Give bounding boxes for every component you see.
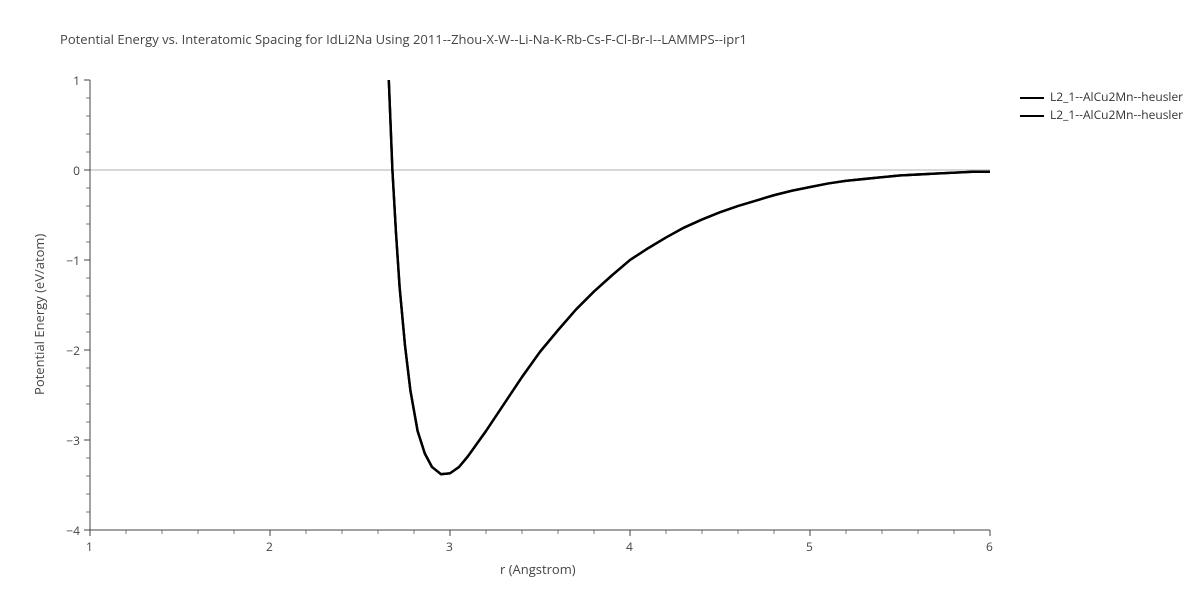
x-axis-label: r (Angstrom) xyxy=(500,560,576,578)
y-axis-label: Potential Energy (eV/atom) xyxy=(30,234,48,395)
legend-item[interactable]: L2_1--AlCu2Mn--heusler xyxy=(1020,88,1183,105)
legend-swatch xyxy=(1020,97,1044,99)
y-tick-label: −1 xyxy=(66,252,80,269)
y-tick-label: 1 xyxy=(73,72,80,89)
legend-label: L2_1--AlCu2Mn--heusler xyxy=(1050,88,1183,105)
y-tick-label: −4 xyxy=(66,522,80,539)
x-tick-label: 5 xyxy=(806,538,813,555)
y-tick-label: −2 xyxy=(66,342,80,359)
x-tick-label: 1 xyxy=(86,538,93,555)
x-tick-label: 6 xyxy=(986,538,993,555)
legend-swatch xyxy=(1020,115,1044,117)
x-tick-label: 2 xyxy=(266,538,273,555)
y-tick-label: 0 xyxy=(73,162,80,179)
plot-area[interactable] xyxy=(90,80,990,530)
x-tick-label: 3 xyxy=(446,538,453,555)
legend-label: L2_1--AlCu2Mn--heusler xyxy=(1050,106,1183,123)
chart-container: Potential Energy vs. Interatomic Spacing… xyxy=(0,0,1200,600)
chart-title: Potential Energy vs. Interatomic Spacing… xyxy=(60,30,747,48)
x-tick-label: 4 xyxy=(626,538,633,555)
legend-item[interactable]: L2_1--AlCu2Mn--heusler xyxy=(1020,106,1183,123)
y-tick-label: −3 xyxy=(66,432,80,449)
